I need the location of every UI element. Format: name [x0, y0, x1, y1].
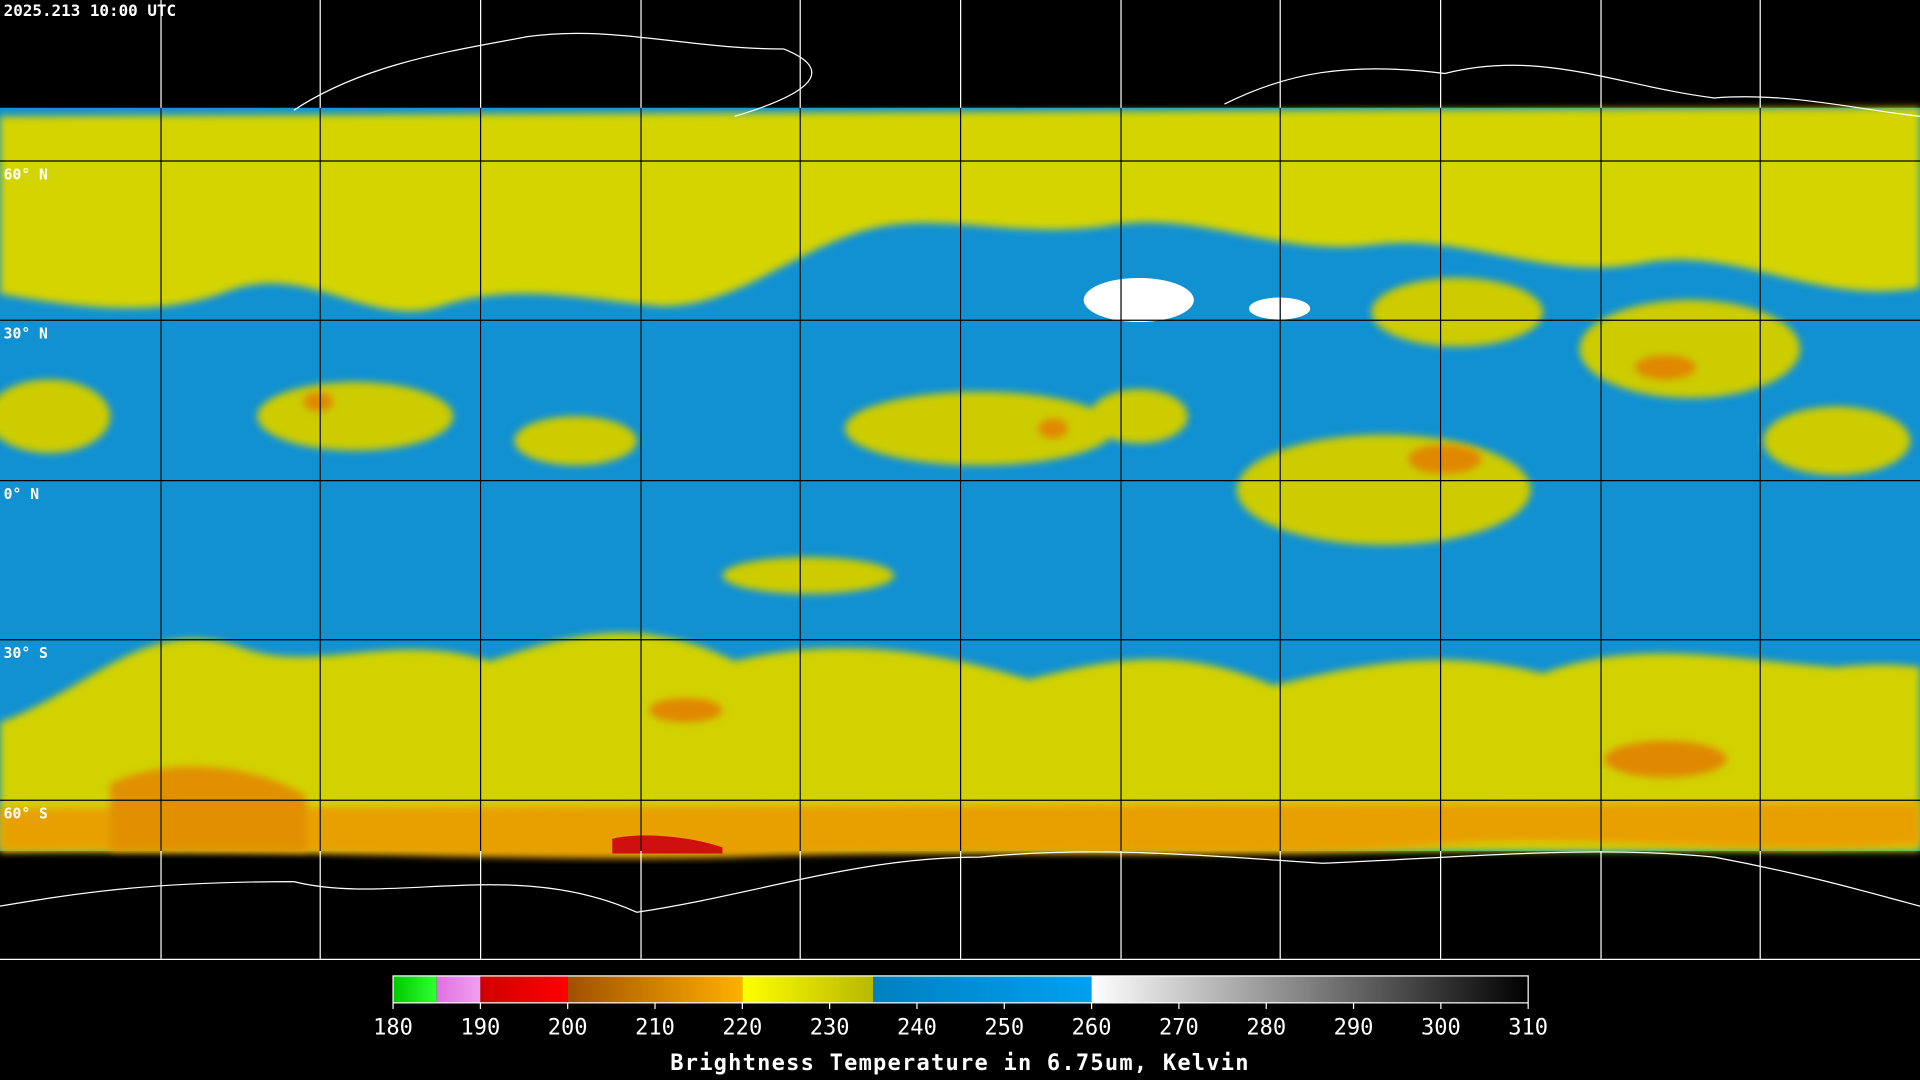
- colorbar-tick-label: 250: [984, 1016, 1024, 1041]
- colorbar-tick-label: 300: [1421, 1016, 1461, 1041]
- latitude-label: 60° N: [4, 166, 48, 183]
- colorbar-frame: [392, 975, 1529, 1004]
- colorbar-tick-label: 270: [1159, 1016, 1199, 1041]
- latitude-label: 60° S: [4, 806, 48, 823]
- colorbar-tick-label: 210: [635, 1016, 675, 1041]
- colorbar-tick-label: 180: [373, 1016, 413, 1041]
- timestamp: 2025.213 10:00 UTC: [4, 1, 176, 20]
- colorbar-tick-label: 220: [722, 1016, 762, 1041]
- latitude-label: 0° N: [4, 486, 39, 503]
- colorbar-tick-label: 280: [1246, 1016, 1286, 1041]
- colorbar-title: Brightness Temperature in 6.75um, Kelvin: [670, 1051, 1250, 1076]
- colorbar-tick-label: 260: [1072, 1016, 1112, 1041]
- colorbar-tick-label: 230: [810, 1016, 850, 1041]
- colorbar-segment: [567, 975, 743, 1003]
- colorbar-segment: [873, 975, 1092, 1003]
- colorbar-segment: [1091, 975, 1529, 1003]
- colorbar-tick-label: 190: [460, 1016, 500, 1041]
- graticule: [0, 0, 1920, 959]
- colorbar-tick-label: 290: [1334, 1016, 1374, 1041]
- colorbar-segment: [393, 975, 437, 1003]
- latitude-label: 30° N: [4, 326, 48, 343]
- latitude-label: 30° S: [4, 645, 48, 662]
- colorbar-tick-label: 240: [897, 1016, 937, 1041]
- colorbar-tick-label: 200: [548, 1016, 588, 1041]
- colorbar-tick-label: 310: [1508, 1016, 1548, 1041]
- latitude-labels: 60° N 30° N 0° N 30° S 60° S: [4, 166, 48, 822]
- colorbar-segment: [480, 975, 568, 1003]
- colorbar: Brightness Temperature in 6.75um, Kelvin…: [373, 975, 1548, 1076]
- colorbar-segment: [742, 975, 874, 1003]
- colorbar-segment: [436, 975, 481, 1003]
